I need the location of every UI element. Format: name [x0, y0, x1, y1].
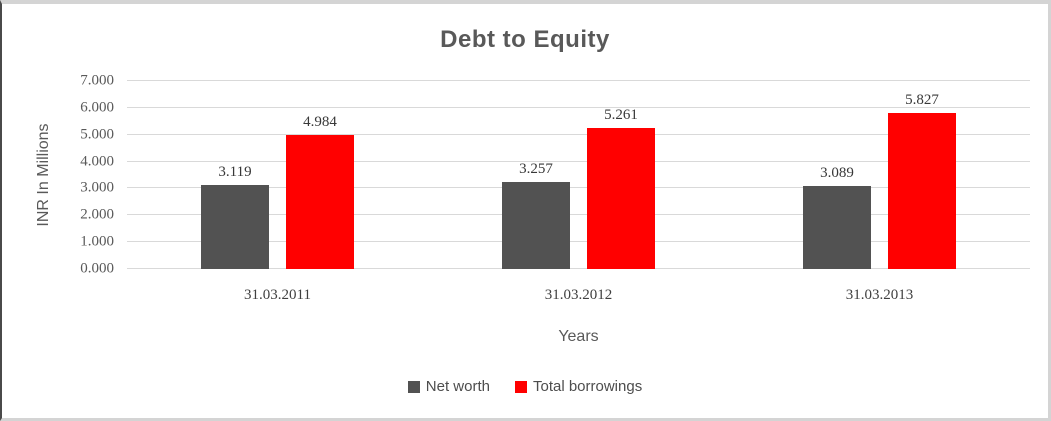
gridline — [127, 160, 1030, 162]
bar-total-borrowings: 5.827 — [888, 92, 956, 269]
legend-swatch-icon — [514, 380, 527, 393]
y-tick-label: 3.000 — [80, 179, 114, 196]
bar-net-worth: 3.119 — [201, 164, 269, 269]
gridline — [127, 214, 1030, 216]
x-tick-label: 31.03.2011 — [244, 287, 311, 303]
bar-fill — [587, 127, 655, 269]
legend-label: Net worth — [425, 378, 490, 395]
x-tick-label: 31.03.2012 — [544, 287, 613, 303]
bar-net-worth: 3.089 — [803, 165, 871, 269]
legend-swatch-icon — [407, 380, 420, 393]
bar-fill — [502, 181, 570, 269]
x-tick-label: 31.03.2013 — [845, 287, 914, 303]
bar-value-label: 5.261 — [604, 106, 638, 123]
gridline — [127, 133, 1030, 135]
y-axis-tick-labels: 0.000 1.000 2.000 3.000 4.000 5.000 6.000 7.000 — [2, 73, 114, 277]
bar-total-borrowings: 4.984 — [286, 114, 354, 269]
plot-area: 3.119 4.984 3.257 5.261 3.089 5.827 — [127, 80, 1030, 269]
gridline — [127, 187, 1030, 189]
legend-label: Total borrowings — [532, 378, 643, 395]
y-tick-label: 1.000 — [80, 233, 114, 250]
bar-group: 3.257 5.261 — [428, 81, 729, 269]
legend-item: Net worth — [407, 378, 490, 395]
gridline — [127, 106, 1030, 108]
bar-groups: 3.119 4.984 3.257 5.261 3.089 5.827 — [127, 81, 1030, 269]
bar-fill — [201, 185, 269, 269]
legend: Net worth Total borrowings — [2, 378, 1048, 395]
gridline — [127, 241, 1030, 243]
y-tick-label: 7.000 — [80, 72, 114, 89]
bar-net-worth: 3.257 — [502, 161, 570, 269]
bar-total-borrowings: 5.261 — [587, 107, 655, 269]
gridline — [127, 80, 1030, 81]
chart-title: Debt to Equity — [440, 26, 610, 53]
bar-fill — [888, 112, 956, 269]
legend-item: Total borrowings — [514, 378, 643, 395]
bar-group: 3.119 4.984 — [127, 81, 428, 269]
bar-value-label: 5.827 — [905, 91, 939, 108]
x-axis-title: Years — [558, 328, 599, 345]
y-tick-label: 2.000 — [80, 206, 114, 223]
bar-group: 3.089 5.827 — [729, 81, 1030, 269]
bar-value-label: 3.257 — [519, 160, 553, 177]
x-axis-tick-labels: 31.03.2011 31.03.2012 31.03.2013 — [127, 287, 1030, 304]
y-tick-label: 6.000 — [80, 99, 114, 116]
y-tick-label: 0.000 — [80, 260, 114, 277]
y-tick-label: 4.000 — [80, 153, 114, 170]
bar-fill — [286, 135, 354, 269]
bar-value-label: 3.119 — [218, 164, 252, 181]
gridline — [127, 268, 1030, 269]
y-tick-label: 5.000 — [80, 126, 114, 143]
bar-fill — [803, 186, 871, 269]
bar-value-label: 4.984 — [303, 114, 337, 131]
bar-value-label: 3.089 — [820, 165, 854, 182]
